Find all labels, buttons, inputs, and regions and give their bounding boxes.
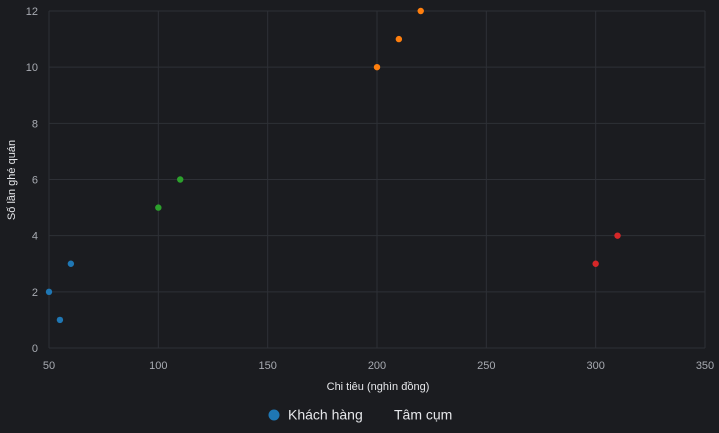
y-tick-label-4: 4 bbox=[32, 231, 38, 243]
x-tick-label-150: 150 bbox=[258, 360, 276, 372]
y-axis-title: Số lần ghé quán bbox=[6, 140, 18, 220]
y-tick-label-0: 0 bbox=[32, 343, 38, 355]
data-point-0-9[interactable] bbox=[614, 232, 621, 239]
tick-labels: 50 100 150 200 250 300 350 0 2 4 6 8 10 12 bbox=[26, 6, 714, 372]
data-point-0-0[interactable] bbox=[45, 288, 53, 296]
y-tick-label-10: 10 bbox=[26, 62, 38, 74]
data-point-0-3[interactable] bbox=[155, 204, 162, 211]
data-points bbox=[45, 7, 621, 324]
y-tick-label-12: 12 bbox=[26, 6, 38, 18]
y-tick-label-2: 2 bbox=[32, 287, 38, 299]
y-tick-label-8: 8 bbox=[32, 118, 38, 130]
legend[interactable]: Khách hàng Tâm cụm bbox=[268, 407, 453, 423]
data-point-0-6[interactable] bbox=[395, 35, 403, 43]
legend-marker-khach-hang bbox=[268, 409, 280, 421]
x-tick-label-350: 350 bbox=[696, 360, 714, 372]
data-point-0-4[interactable] bbox=[177, 176, 184, 183]
legend-label-tam-cum[interactable]: Tâm cụm bbox=[394, 407, 452, 423]
x-axis-title: Chi tiêu (nghìn đồng) bbox=[327, 381, 430, 393]
y-tick-label-6: 6 bbox=[32, 175, 38, 187]
x-tick-label-200: 200 bbox=[368, 360, 386, 372]
data-point-0-1[interactable] bbox=[56, 316, 64, 324]
x-tick-label-250: 250 bbox=[477, 360, 495, 372]
data-point-0-5[interactable] bbox=[373, 63, 381, 71]
x-tick-label-300: 300 bbox=[586, 360, 604, 372]
data-point-0-8[interactable] bbox=[592, 260, 599, 267]
data-point-0-2[interactable] bbox=[67, 260, 75, 267]
x-tick-label-50: 50 bbox=[43, 360, 55, 372]
data-point-0-7[interactable] bbox=[417, 7, 424, 15]
x-tick-label-100: 100 bbox=[149, 360, 167, 372]
legend-label-khach-hang[interactable]: Khách hàng bbox=[288, 407, 363, 423]
